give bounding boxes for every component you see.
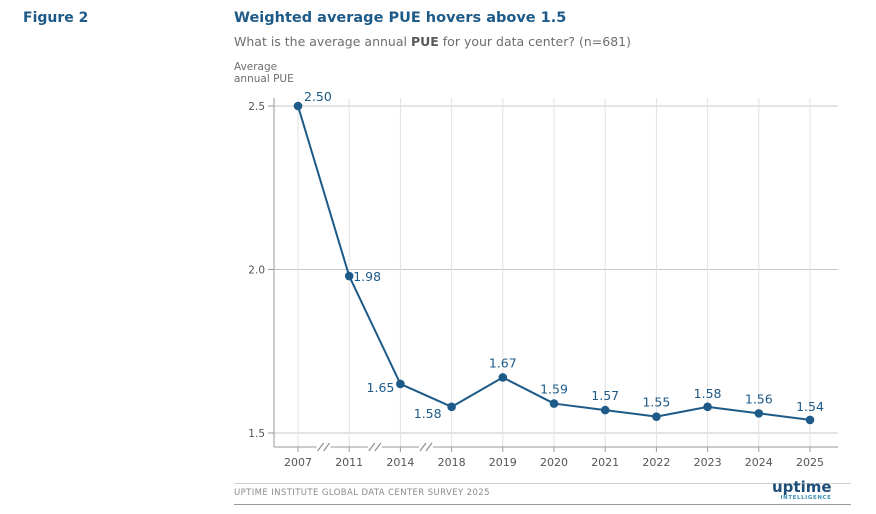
data-point xyxy=(396,379,405,389)
x-tick-label: 2007 xyxy=(284,456,312,469)
y-tick-label: 1.5 xyxy=(248,428,265,440)
axis-break-mark xyxy=(368,442,376,452)
axis-break-mark xyxy=(419,442,427,452)
data-label: 1.57 xyxy=(591,388,619,403)
axis-break-mark xyxy=(317,442,325,452)
chart-title: Weighted average PUE hovers above 1.5 xyxy=(234,10,567,26)
data-label: 1.65 xyxy=(367,380,395,395)
uptime-logo: uptime INTELLIGENCE xyxy=(772,479,832,502)
x-tick-label: 2024 xyxy=(745,456,773,469)
footer-divider xyxy=(234,483,851,484)
y-tick-label: 2.0 xyxy=(248,265,265,277)
data-point xyxy=(703,402,712,412)
data-label: 1.58 xyxy=(694,386,722,401)
axis-break-mark xyxy=(425,442,433,452)
source-note: UPTIME INSTITUTE GLOBAL DATA CENTER SURV… xyxy=(234,488,490,498)
subtitle-post: for your data center? (n=681) xyxy=(438,34,631,49)
data-point xyxy=(652,412,661,421)
x-tick-label: 2021 xyxy=(591,456,619,469)
logo-wordmark: uptime xyxy=(772,478,832,496)
data-label: 1.56 xyxy=(745,391,773,406)
figure-label: Figure 2 xyxy=(23,10,89,26)
subtitle-pre: What is the average annual xyxy=(234,34,411,49)
axis-break-mark xyxy=(374,442,382,452)
data-point xyxy=(293,101,303,111)
logo-subtitle: INTELLIGENCE xyxy=(780,495,832,501)
subtitle-bold: PUE xyxy=(410,34,439,49)
axis-break-gap xyxy=(419,443,433,451)
data-label: 2.50 xyxy=(304,89,332,104)
x-tick-label: 2023 xyxy=(694,456,722,469)
data-point xyxy=(344,271,354,281)
data-point xyxy=(549,399,559,408)
x-tick-label: 2020 xyxy=(540,456,568,469)
data-point xyxy=(754,409,764,418)
x-tick-label: 2011 xyxy=(335,456,363,469)
data-point xyxy=(805,415,815,425)
x-tick-label: 2025 xyxy=(796,456,824,469)
data-point xyxy=(600,405,610,415)
x-tick-label: 2018 xyxy=(438,456,466,469)
data-point xyxy=(498,373,508,382)
y-axis-label: Average annual PUE xyxy=(234,61,294,85)
data-label: 1.59 xyxy=(540,382,568,397)
data-label: 1.55 xyxy=(642,395,670,410)
chart-subtitle: What is the average annual PUE for your … xyxy=(234,34,631,49)
axis-break-mark xyxy=(323,442,331,452)
data-label: 1.98 xyxy=(353,269,381,284)
x-tick-label: 2019 xyxy=(489,456,517,469)
x-tick-label: 2014 xyxy=(386,456,414,469)
y-tick-label: 2.5 xyxy=(248,101,265,113)
data-label: 1.67 xyxy=(489,355,517,370)
bottom-divider xyxy=(234,504,851,505)
data-point xyxy=(447,402,456,412)
x-tick-label: 2022 xyxy=(642,456,670,469)
axis-break-gap xyxy=(316,443,331,451)
axis-break-gap xyxy=(367,443,382,451)
data-label: 1.58 xyxy=(414,406,442,421)
data-label: 1.54 xyxy=(796,399,824,414)
